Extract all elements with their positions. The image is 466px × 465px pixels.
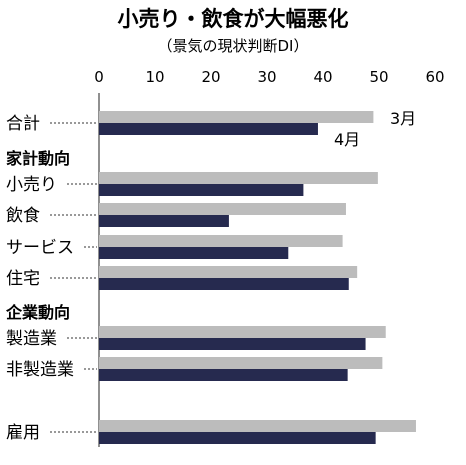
bar-march (99, 326, 386, 338)
bar-march (99, 203, 346, 215)
x-tick-label: 40 (313, 68, 332, 86)
group-label-corporate: 企業動向 (5, 303, 70, 322)
category-label: 小売り (6, 175, 57, 195)
x-tick-label: 0 (94, 68, 104, 86)
category-label: 合計 (6, 114, 40, 134)
bar-april (99, 215, 229, 227)
bar-april (99, 278, 349, 290)
x-tick-label: 10 (145, 68, 164, 86)
bars (99, 111, 416, 444)
x-tick-label: 20 (201, 68, 220, 86)
bar-march (99, 357, 383, 369)
x-tick-label: 60 (425, 68, 444, 86)
x-axis-ticks: 0 10 20 30 40 50 60 (94, 68, 444, 86)
group-label-household: 家計動向 (6, 149, 70, 168)
bar-march (99, 266, 358, 278)
bar-march (99, 420, 416, 432)
legend-label-april: 4月 (334, 130, 360, 149)
bar-april (99, 369, 348, 381)
category-label: サービス (6, 238, 74, 258)
x-tick-label: 30 (257, 68, 276, 86)
chart-subtitle: （景気の現状判断DI） (158, 37, 309, 55)
bar-march (99, 111, 374, 123)
bar-april (99, 184, 304, 196)
bar-april (99, 247, 289, 259)
category-label: 製造業 (6, 329, 57, 349)
bar-april (99, 123, 318, 135)
category-label: 住宅 (6, 269, 40, 289)
category-label: 非製造業 (6, 360, 74, 380)
category-label: 飲食 (6, 206, 40, 226)
chart-title: 小売り・飲食が大幅悪化 (118, 7, 349, 31)
bar-march (99, 235, 343, 247)
legend-label-march: 3月 (390, 109, 416, 128)
x-tick-label: 50 (369, 68, 388, 86)
bar-april (99, 432, 376, 444)
bar-march (99, 172, 378, 184)
category-label: 雇用 (6, 423, 40, 443)
bar-april (99, 338, 366, 350)
